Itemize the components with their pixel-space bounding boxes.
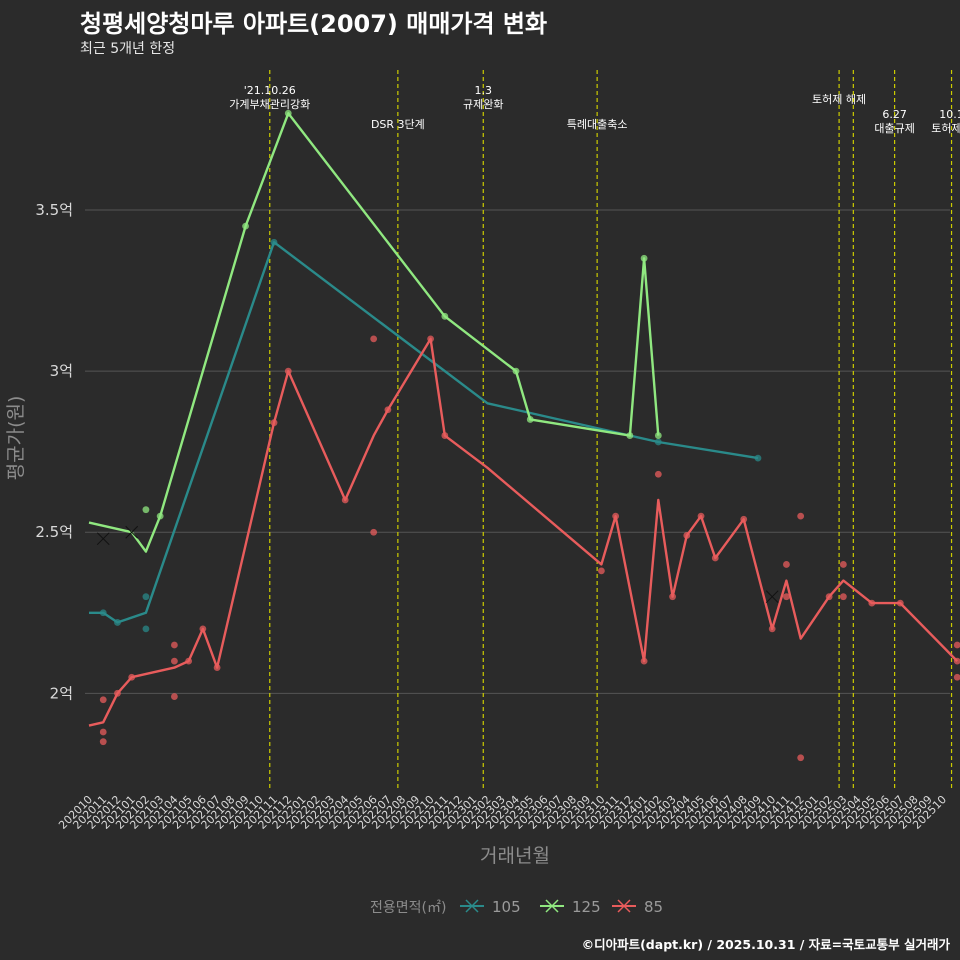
series-line (88, 112, 660, 553)
event-label: '21.10.26 (244, 84, 296, 97)
data-point (370, 335, 378, 343)
chart-subtitle: 최근 5개년 한정 (80, 41, 176, 57)
data-point (171, 641, 178, 649)
data-point (99, 738, 107, 746)
legend-label-85: 85 (644, 898, 663, 916)
data-point (142, 625, 150, 633)
chart-title: 청평세양청마루 아파트(2007) 매매가격 변화 (80, 10, 548, 38)
event-label: 가계부채관리강화 (229, 98, 310, 111)
data-point (99, 728, 107, 736)
x-axis-title: 거래년월 (480, 845, 550, 867)
data-point (654, 470, 662, 478)
data-point (99, 696, 107, 704)
x-axis-ticks: 2020102020112020122021012021022021032021… (56, 793, 949, 832)
legend-label-125: 125 (572, 898, 601, 916)
event-label: 대출규제 (874, 122, 914, 135)
data-point (171, 693, 178, 700)
source-caption: ©디아파트(dapt.kr) / 2025.10.31 / 자료=국토교통부 실… (581, 937, 950, 952)
cross-marker (96, 532, 110, 546)
y-axis-title: 평균가(원) (5, 396, 27, 481)
data-point (839, 561, 847, 568)
data-point (142, 593, 150, 601)
series-group (88, 109, 960, 762)
legend-title: 전용면적(㎡) (370, 900, 446, 916)
data-point (839, 593, 847, 601)
data-point (142, 506, 150, 514)
series-125 (88, 109, 662, 553)
data-point (953, 641, 960, 649)
y-tick-label: 3억 (50, 362, 73, 380)
y-tick-label: 2억 (50, 684, 73, 702)
event-label: DSR 3단계 (371, 118, 425, 131)
event-label: 10.1 (939, 108, 960, 121)
legend-key-cross (617, 899, 631, 913)
legend-key-cross (545, 899, 559, 913)
series-line (88, 337, 959, 727)
y-tick-label: 2.5억 (35, 523, 73, 541)
data-point (370, 528, 378, 536)
cross-marker (765, 590, 779, 604)
data-point (953, 673, 960, 681)
event-label: 1.3 (475, 84, 493, 97)
data-point (783, 561, 790, 568)
legend-key-cross (465, 899, 479, 913)
cross-marker (125, 525, 139, 539)
data-point (797, 754, 805, 762)
data-point (797, 512, 805, 520)
data-point (171, 657, 178, 665)
series-85 (88, 335, 960, 762)
legend-label-105: 105 (492, 898, 521, 916)
event-label: 특례대출축소 (567, 118, 628, 131)
grid-lines (85, 209, 950, 694)
event-label: 토허제확 (931, 122, 960, 135)
data-point (783, 593, 790, 601)
data-point (598, 567, 605, 575)
event-label: 규제완화 (463, 98, 503, 111)
y-axis-ticks: 2억 2.5억 3억 3.5억 (35, 201, 73, 702)
legend: 전용면적(㎡) 105 125 85 (370, 898, 663, 916)
event-label: 토허제 해제 (812, 92, 866, 106)
y-tick-label: 3.5억 (35, 201, 73, 219)
event-label: 6.27 (882, 108, 907, 121)
